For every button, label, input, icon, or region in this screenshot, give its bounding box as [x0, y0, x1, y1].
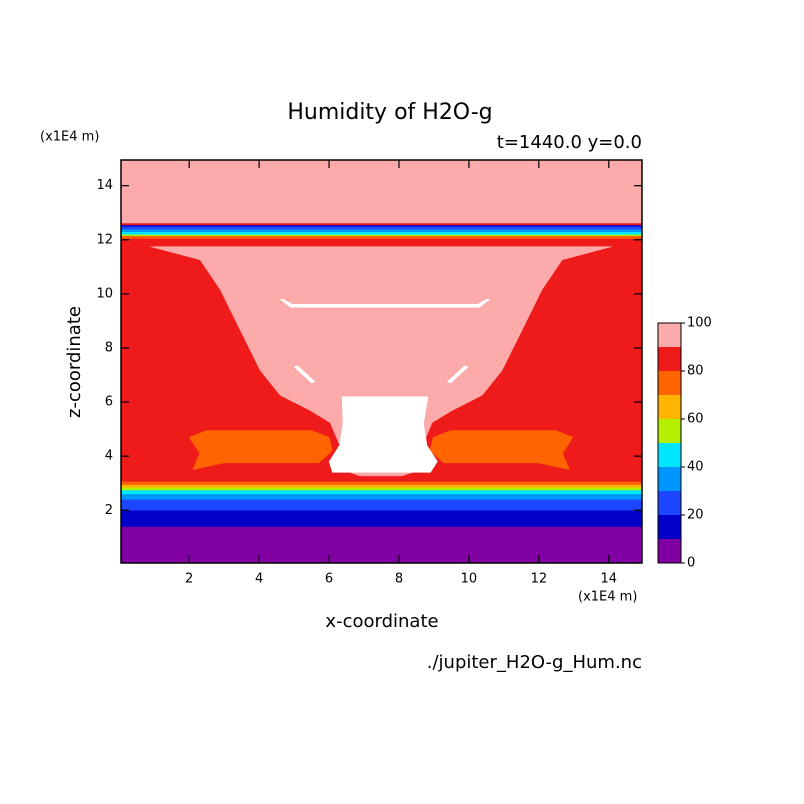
colorbar-tick-label: 40	[687, 460, 704, 475]
contour-region	[150, 246, 612, 477]
colorbar-tick-label: 0	[687, 556, 695, 571]
colorbar-tick-label: 100	[687, 316, 712, 331]
contour-region	[121, 160, 642, 224]
contour-region	[446, 365, 469, 384]
colorbar-band	[658, 515, 681, 539]
x-tick-label: 8	[395, 572, 403, 587]
contour-region	[121, 235, 642, 239]
contour-region	[121, 499, 642, 511]
colorbar-band	[658, 467, 681, 491]
colorbar-tick-label: 80	[687, 364, 704, 379]
x-unit: (x1E4 m)	[578, 590, 637, 605]
file-name: ./jupiter_H2O-g_Hum.nc	[427, 652, 642, 673]
y-tick-label: 8	[105, 340, 113, 355]
x-tick-label: 2	[185, 572, 193, 587]
colorbar-band	[658, 443, 681, 467]
subtitle: t=1440.0 y=0.0	[497, 132, 642, 153]
plot-frame	[120, 159, 643, 564]
y-unit: (x1E4 m)	[40, 130, 99, 145]
x-axis-label: x-coordinate	[325, 611, 438, 632]
contour-region	[121, 234, 642, 236]
y-tick-label: 14	[96, 178, 113, 193]
contour-region	[429, 430, 574, 471]
chart-title: Humidity of H2O-g	[287, 100, 492, 125]
x-tick-label: 4	[255, 572, 263, 587]
contour-region	[121, 481, 642, 485]
colorbar-band	[658, 491, 681, 515]
y-tick-label: 12	[96, 232, 113, 247]
colorbar-band	[658, 419, 681, 443]
colorbar-band	[658, 395, 681, 419]
contour-region	[328, 396, 438, 473]
y-tick-label: 10	[96, 286, 113, 301]
colorbar-tick-label: 60	[687, 412, 704, 427]
colorbar-tick-label: 20	[687, 508, 704, 523]
contour-region	[121, 228, 642, 232]
contour-region	[121, 489, 642, 495]
x-tick-label: 10	[461, 572, 478, 587]
contour-region	[121, 493, 642, 500]
y-tick-label: 2	[105, 503, 113, 518]
colorbar-band	[658, 347, 681, 371]
x-tick-label: 6	[325, 572, 333, 587]
contour-region	[121, 222, 642, 226]
y-axis-label: z-coordinate	[64, 306, 85, 418]
contour-region	[121, 231, 642, 235]
contour-region	[279, 299, 491, 308]
contour-region	[121, 526, 642, 563]
y-tick-label: 4	[105, 449, 113, 464]
colorbar-frame	[657, 322, 682, 564]
colorbar-band	[658, 371, 681, 395]
contour-region	[121, 224, 642, 227]
x-tick-label: 12	[531, 572, 548, 587]
contour-region	[121, 510, 642, 527]
x-tick-label: 14	[601, 572, 618, 587]
contour-region	[188, 430, 333, 471]
colorbar-band	[658, 539, 681, 563]
plot-area	[121, 160, 642, 563]
y-tick-label: 6	[105, 395, 113, 410]
colorbar-band	[658, 323, 681, 347]
contour-region	[121, 484, 642, 488]
contour-region	[121, 487, 642, 491]
contour-region	[121, 226, 642, 230]
contour-region	[293, 365, 316, 384]
